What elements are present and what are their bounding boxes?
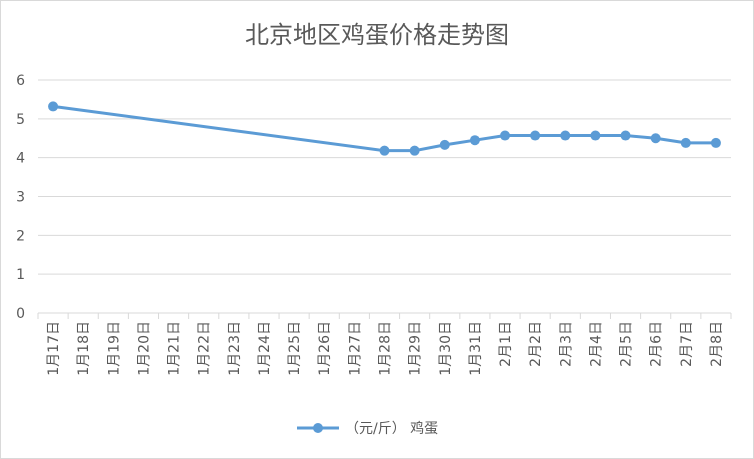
data-point — [650, 133, 661, 144]
y-tick-label: 2 — [16, 228, 25, 244]
x-tick-label: 2月7日 — [679, 321, 695, 367]
x-tick-label: 1月28日 — [378, 321, 394, 376]
x-tick-label: 1月19日 — [106, 321, 122, 376]
x-tick-label: 1月30日 — [438, 321, 454, 376]
y-tick-label: 5 — [16, 112, 25, 128]
chart-title: 北京地区鸡蛋价格走势图 — [245, 21, 509, 49]
data-point — [469, 135, 480, 146]
data-point — [439, 139, 450, 150]
legend-label: （元/斤） 鸡蛋 — [345, 420, 438, 437]
x-tick-label: 2月4日 — [588, 321, 604, 367]
series-eggs — [48, 101, 721, 156]
x-tick-label: 1月20日 — [136, 321, 152, 376]
legend: （元/斤） 鸡蛋 — [297, 420, 438, 437]
data-point — [379, 145, 390, 156]
x-tick-label: 2月8日 — [709, 321, 725, 367]
data-point — [530, 130, 541, 141]
x-tick-label: 1月21日 — [167, 321, 183, 376]
legend-swatch-marker — [313, 423, 323, 433]
x-tick-label: 1月26日 — [317, 321, 333, 376]
x-tick-label: 1月31日 — [468, 321, 484, 376]
x-tick-label: 1月24日 — [257, 321, 273, 376]
x-axis-ticks: 1月17日 1月18日 1月19日 1月20日 1月21日 1月22日 1月23日 1月24日… — [37, 313, 732, 376]
gridlines — [38, 79, 731, 314]
x-tick-label: 1月23日 — [227, 321, 243, 376]
x-tick-label: 1月18日 — [76, 321, 92, 376]
data-point — [409, 145, 420, 156]
data-point — [560, 130, 571, 141]
x-tick-label: 2月5日 — [619, 321, 635, 367]
y-tick-label: 6 — [16, 73, 25, 89]
data-point — [710, 137, 721, 148]
x-tick-label: 2月3日 — [558, 321, 574, 367]
data-point — [680, 137, 691, 148]
x-tick-label: 1月29日 — [408, 321, 424, 376]
data-point — [620, 130, 631, 141]
x-tick-label: 1月22日 — [197, 321, 213, 376]
x-tick-label: 1月17日 — [46, 321, 62, 376]
data-point — [590, 130, 601, 141]
y-tick-label: 1 — [16, 267, 25, 283]
y-tick-label: 3 — [16, 190, 25, 206]
data-point — [500, 130, 511, 141]
y-tick-label: 0 — [16, 306, 25, 322]
x-tick-label: 2月2日 — [528, 321, 544, 367]
data-point — [48, 101, 59, 112]
x-tick-label: 2月6日 — [649, 321, 665, 367]
x-tick-label: 2月1日 — [498, 321, 514, 367]
x-tick-label: 1月27日 — [347, 321, 363, 376]
x-tick-label: 1月25日 — [287, 321, 303, 376]
y-tick-label: 4 — [16, 151, 25, 167]
y-axis-ticks: 0 1 2 3 4 5 6 — [16, 73, 25, 322]
series-line — [52, 104, 716, 153]
